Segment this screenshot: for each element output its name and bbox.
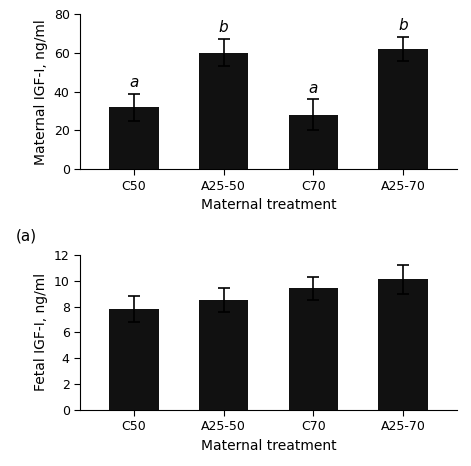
Bar: [199, 300, 248, 410]
Y-axis label: Fetal IGF-I, ng/ml: Fetal IGF-I, ng/ml: [34, 274, 48, 391]
Text: b: b: [398, 18, 408, 34]
Text: (a): (a): [16, 228, 37, 243]
X-axis label: Maternal treatment: Maternal treatment: [201, 199, 336, 212]
Y-axis label: Maternal IGF-I, ng/ml: Maternal IGF-I, ng/ml: [34, 19, 48, 164]
X-axis label: Maternal treatment: Maternal treatment: [201, 439, 336, 453]
Text: b: b: [219, 21, 228, 35]
Bar: [109, 309, 159, 410]
Text: a: a: [129, 75, 138, 90]
Bar: [109, 107, 159, 169]
Bar: [378, 279, 428, 410]
Bar: [199, 53, 248, 169]
Text: a: a: [309, 81, 318, 96]
Bar: [378, 49, 428, 169]
Bar: [289, 288, 338, 410]
Bar: [289, 115, 338, 169]
